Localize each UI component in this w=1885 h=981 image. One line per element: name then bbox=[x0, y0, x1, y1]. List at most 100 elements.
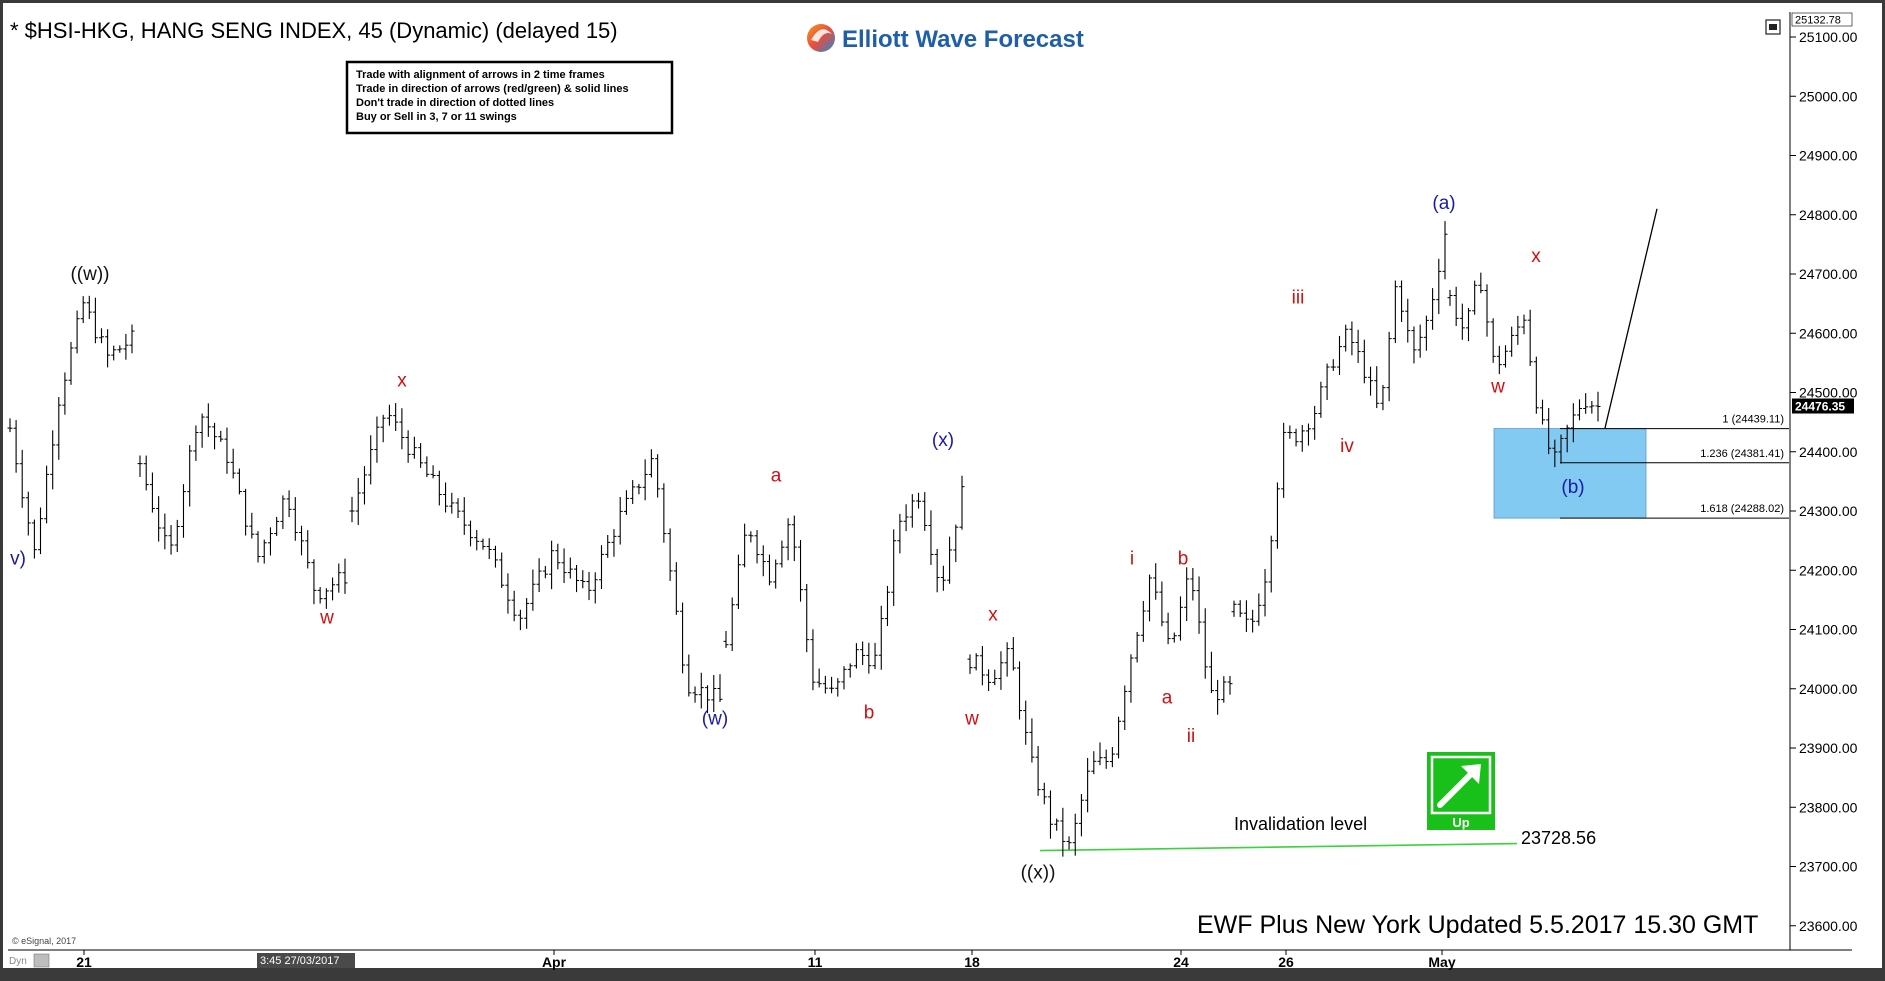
price-bar bbox=[661, 483, 667, 543]
brand-logo: Elliott Wave Forecast bbox=[807, 24, 1084, 53]
price-bar bbox=[979, 646, 985, 686]
price-bar bbox=[168, 524, 174, 555]
price-bar bbox=[218, 430, 224, 442]
price-bar bbox=[162, 513, 168, 550]
price-bar bbox=[393, 403, 399, 432]
price-bar bbox=[1004, 642, 1010, 677]
price-bar bbox=[1318, 381, 1324, 418]
wave-label: x bbox=[397, 371, 407, 392]
price-bar bbox=[916, 492, 922, 509]
price-bar bbox=[992, 669, 998, 686]
price-bar bbox=[1392, 280, 1398, 344]
price-bar bbox=[1147, 574, 1153, 622]
price-bar bbox=[199, 413, 205, 448]
price-bar bbox=[967, 654, 973, 674]
price-bar bbox=[1447, 289, 1453, 306]
price-bar bbox=[342, 558, 348, 594]
price-bar bbox=[698, 672, 704, 709]
price-bar bbox=[680, 602, 686, 674]
fib-level-label: 1 (24439.11) bbox=[1722, 414, 1784, 426]
price-bar bbox=[323, 588, 329, 609]
price-bar bbox=[349, 496, 355, 523]
price-bar bbox=[180, 484, 186, 538]
price-bar bbox=[1552, 439, 1558, 468]
fib-level-label: 1.236 (24381.41) bbox=[1700, 448, 1784, 460]
price-bar bbox=[368, 435, 374, 485]
price-bar bbox=[38, 507, 43, 555]
projection-line bbox=[1604, 208, 1658, 429]
price-bar bbox=[729, 597, 735, 651]
price-bar bbox=[193, 425, 199, 461]
window-restore-icon[interactable] bbox=[1765, 19, 1781, 35]
price-bar bbox=[7, 418, 13, 433]
price-bar bbox=[1116, 716, 1122, 759]
price-bar bbox=[667, 528, 673, 581]
price-bar bbox=[123, 333, 129, 360]
price-bar bbox=[742, 523, 748, 568]
price-bar bbox=[673, 562, 679, 615]
price-bar bbox=[692, 686, 698, 703]
y-tick-label: 25100.00 bbox=[1799, 29, 1858, 45]
price-bar bbox=[1368, 366, 1374, 396]
price-bar bbox=[1103, 749, 1109, 769]
price-bar bbox=[137, 455, 143, 477]
price-bar bbox=[642, 459, 648, 501]
wave-label: ((x)) bbox=[1021, 862, 1056, 883]
price-bar bbox=[461, 497, 467, 535]
rules-box-border bbox=[345, 60, 674, 135]
price-bar bbox=[897, 513, 903, 554]
y-tick-label: 24000.00 bbox=[1799, 681, 1858, 697]
invalidation-line bbox=[1039, 842, 1518, 852]
price-bar bbox=[1577, 399, 1582, 421]
price-bar bbox=[92, 297, 98, 344]
price-bar bbox=[1374, 366, 1380, 409]
price-bar bbox=[866, 642, 872, 674]
y-tick-label: 24800.00 bbox=[1799, 207, 1858, 223]
wave-label: x bbox=[1531, 246, 1541, 267]
price-bar bbox=[399, 408, 405, 450]
fib-level-label: 1.618 (24288.02) bbox=[1700, 503, 1784, 515]
top-price-tag: 25132.78 bbox=[1791, 12, 1853, 27]
price-bar bbox=[1171, 632, 1177, 643]
price-bar bbox=[474, 530, 480, 551]
price-bar bbox=[149, 472, 155, 513]
price-bar bbox=[860, 641, 866, 665]
price-bar bbox=[468, 520, 474, 547]
price-bar bbox=[436, 470, 442, 506]
x-tick-label: 26 bbox=[1278, 954, 1294, 970]
price-bar bbox=[835, 678, 841, 697]
price-bar bbox=[1237, 600, 1243, 618]
bottom-strip bbox=[0, 968, 1885, 981]
x-tick-label: 11 bbox=[808, 954, 823, 970]
price-bar bbox=[1047, 790, 1053, 839]
price-bar bbox=[274, 516, 280, 536]
wave-label: b bbox=[1178, 548, 1189, 569]
price-bar bbox=[443, 482, 449, 513]
price-bar bbox=[249, 512, 255, 539]
rule-line-1: Trade with alignment of arrows in 2 time… bbox=[356, 69, 605, 81]
price-bar bbox=[486, 538, 492, 560]
price-bar bbox=[1299, 425, 1305, 452]
price-bar bbox=[922, 492, 928, 531]
price-bar bbox=[586, 571, 592, 601]
price-bar bbox=[766, 554, 772, 586]
price-bar bbox=[19, 449, 25, 508]
price-bar bbox=[86, 295, 92, 320]
price-bar bbox=[1122, 685, 1128, 730]
dyn-corner[interactable]: Dyn bbox=[9, 953, 50, 968]
price-bar bbox=[686, 654, 692, 697]
price-bar bbox=[156, 496, 162, 542]
price-bar bbox=[1515, 315, 1521, 345]
price-bar bbox=[884, 585, 890, 626]
price-bar bbox=[117, 345, 123, 353]
price-bar bbox=[1423, 315, 1429, 351]
price-bar bbox=[542, 565, 548, 579]
x-tick-label: Apr bbox=[542, 954, 567, 970]
wave-label: (w) bbox=[702, 708, 728, 729]
update-stamp: EWF Plus New York Updated 5.5.2017 15.30… bbox=[1197, 911, 1758, 939]
price-bar bbox=[1540, 399, 1545, 425]
price-bar bbox=[286, 490, 292, 518]
price-bar bbox=[62, 372, 68, 415]
price-bar bbox=[212, 422, 218, 450]
wave-label: b bbox=[864, 702, 875, 723]
